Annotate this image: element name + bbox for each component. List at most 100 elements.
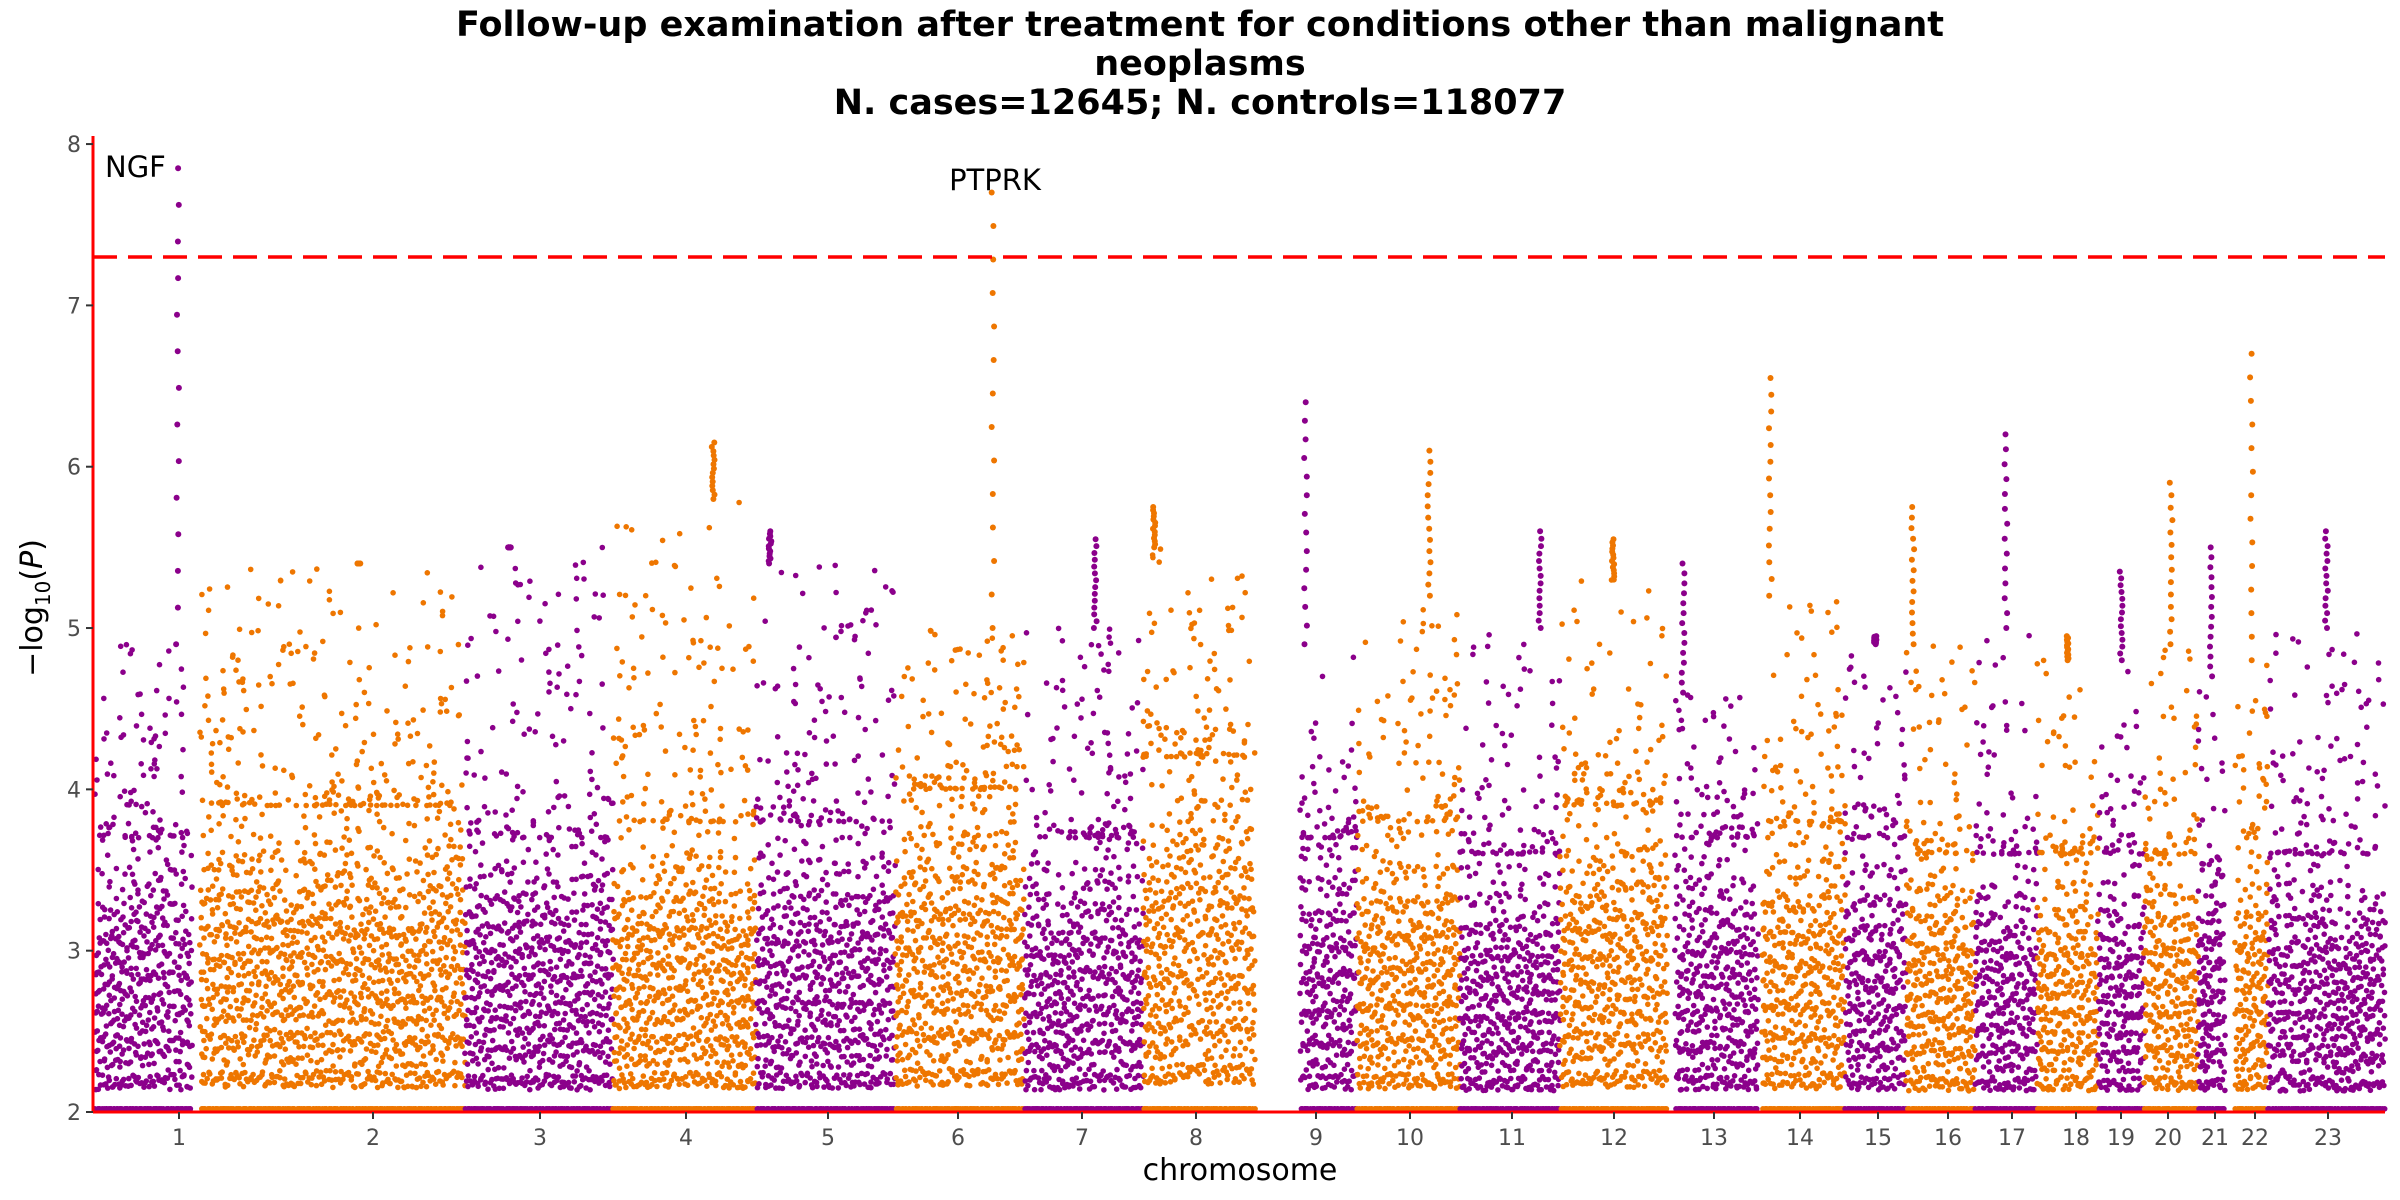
chromosome-3-point <box>586 1068 592 1074</box>
chromosome-5-point <box>842 989 849 995</box>
chromosome-1-point <box>115 1007 122 1014</box>
chromosome-4-point <box>669 1021 676 1028</box>
chromosome-4-point <box>704 1060 711 1067</box>
chromosome-2-point <box>219 849 226 856</box>
chromosome-2-point <box>245 1051 252 1058</box>
chromosome-2-point <box>250 831 257 838</box>
chromosome-2-point <box>374 936 381 942</box>
chromosome-2-point <box>265 601 272 607</box>
chromosome-2-point <box>245 970 252 977</box>
chromosome-1-point <box>133 965 139 972</box>
chromosome-5-point <box>805 1044 812 1050</box>
chromosome-4-point <box>616 591 623 598</box>
chromosome-4-point <box>650 1034 656 1040</box>
chromosome-3-point <box>477 932 483 938</box>
chromosome-2-point <box>406 820 412 827</box>
chromosome-3-point <box>599 856 605 862</box>
chromosome-5-point <box>802 1053 809 1060</box>
chromosome-2-point <box>266 924 272 930</box>
chromosome-1-point <box>137 929 143 935</box>
chromosome-3-point <box>594 934 601 941</box>
chromosome-4-point <box>650 985 656 992</box>
chromosome-2-point <box>223 931 229 937</box>
chromosome-3-point <box>551 804 557 811</box>
chromosome-2-point <box>449 928 455 934</box>
chromosome-1-point <box>104 771 111 777</box>
chromosome-2-point <box>352 971 358 978</box>
chromosome-2-point <box>243 706 250 713</box>
chromosome-3-point <box>553 907 559 914</box>
chromosome-5-point <box>796 1012 802 1019</box>
chromosome-5-point <box>855 1039 861 1046</box>
chromosome-2-point <box>432 933 438 940</box>
chromosome-5-point <box>828 934 834 940</box>
chromosome-2-point <box>438 700 445 707</box>
chromosome-3-point <box>599 1078 605 1084</box>
chromosome-2-point <box>332 995 338 1001</box>
chromosome-2-point <box>228 1037 235 1044</box>
chromosome-2-point <box>289 774 296 781</box>
chromosome-4-point <box>630 665 637 672</box>
chromosome-3-point <box>475 1061 481 1067</box>
chromosome-2-point <box>205 960 211 966</box>
chromosome-4-point <box>660 825 666 831</box>
chromosome-2-point <box>299 1055 305 1061</box>
chromosome-2-point <box>246 988 253 994</box>
chromosome-4-point <box>663 925 670 931</box>
chromosome-2-point <box>421 910 428 916</box>
chromosome-2-point <box>377 998 384 1004</box>
chromosome-2-point <box>216 800 222 806</box>
chromosome-1-point <box>148 766 154 772</box>
chromosome-3-point <box>501 1065 507 1071</box>
chromosome-3-point <box>473 1055 480 1062</box>
chromosome-2-point <box>317 923 324 930</box>
chromosome-5-point <box>819 876 826 883</box>
chromosome-4-point <box>687 767 694 773</box>
chromosome-5-point <box>868 1000 874 1007</box>
chromosome-3-point <box>501 920 508 926</box>
chromosome-5-point <box>807 1075 813 1081</box>
chromosome-4-point <box>624 1063 630 1069</box>
chromosome-2-point <box>268 802 274 809</box>
chromosome-4-point <box>728 998 735 1005</box>
chromosome-1-point <box>95 1047 101 1054</box>
chromosome-1-point <box>159 903 165 910</box>
chromosome-2-point <box>301 923 307 929</box>
chromosome-4-point <box>650 853 657 860</box>
chromosome-5-point <box>848 931 855 937</box>
chromosome-2-point <box>349 914 355 920</box>
chromosome-2-point <box>240 687 247 694</box>
chromosome-2-point <box>359 972 366 979</box>
chromosome-4-point <box>720 818 726 825</box>
chromosome-5-point <box>867 892 873 899</box>
chromosome-2-point <box>202 630 209 637</box>
chromosome-5-point <box>809 1034 815 1040</box>
chromosome-2-point <box>355 1071 362 1077</box>
chromosome-4-point <box>744 881 751 887</box>
chromosome-5-point <box>833 904 839 911</box>
chromosome-3-point <box>513 958 519 965</box>
chromosome-3-point <box>555 883 561 890</box>
chromosome-2-point <box>366 664 373 671</box>
chromosome-2-point <box>235 972 242 979</box>
chromosome-3-point <box>518 999 524 1006</box>
chromosome-2-point <box>395 736 402 742</box>
chromosome-4-point <box>622 592 629 599</box>
chromosome-4-point <box>671 933 678 939</box>
chromosome-2-point <box>304 1025 310 1032</box>
chromosome-4-point <box>655 950 661 956</box>
chromosome-2-point <box>239 858 246 865</box>
chromosome-2-point <box>379 952 386 958</box>
chromosome-1-point <box>151 914 157 921</box>
chromosome-2-point <box>419 1026 426 1033</box>
chromosome-2-point <box>233 816 239 823</box>
chromosome-2-point <box>393 719 399 726</box>
chromosome-1-point <box>152 870 158 877</box>
chromosome-2-point <box>204 985 211 992</box>
chromosome-2-point <box>426 1005 433 1012</box>
chromosome-3-point <box>527 578 533 584</box>
chromosome-5-point <box>844 922 850 929</box>
chromosome-2-point <box>322 883 328 889</box>
chromosome-5-point <box>859 823 865 829</box>
chromosome-1-point <box>107 878 113 885</box>
